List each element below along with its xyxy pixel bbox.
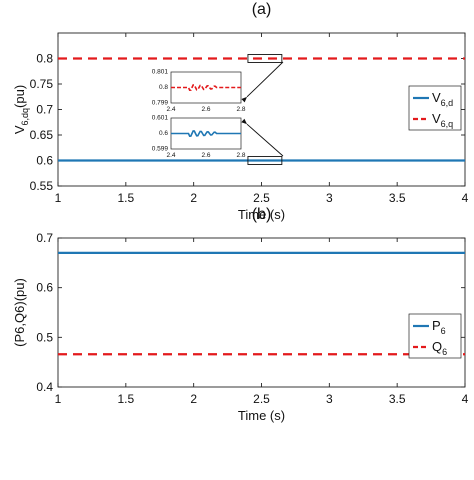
panel-label: (b) [252, 206, 272, 223]
zoom-region-marker [247, 156, 283, 165]
x-tick-label: 3 [326, 392, 333, 406]
y-axis-label: (P6,Q6)(pu) [12, 278, 27, 347]
legend-label: V6,d [432, 90, 453, 108]
inset-y-tick-label: 0.801 [152, 69, 169, 76]
y-tick-label: 0.7 [36, 103, 53, 117]
inset-y-tick-label: 0.6 [159, 130, 168, 137]
x-axis-label: Time (s) [238, 408, 285, 423]
legend-label-main: V [432, 90, 441, 105]
x-tick-label: 2 [190, 392, 197, 406]
y-tick-label: 0.75 [30, 77, 54, 91]
inset-arrow-line [246, 61, 284, 98]
y-tick-label: 0.4 [36, 380, 53, 394]
inset-x-tick-label: 2.4 [166, 106, 175, 113]
inset-y-tick-label: 0.601 [152, 115, 169, 122]
x-tick-label: 3 [326, 191, 333, 205]
legend-label: P6 [432, 318, 446, 336]
y-axis-label-text: (P6,Q6)(pu) [12, 278, 27, 347]
inset-y-tick-label: 0.599 [152, 146, 169, 153]
x-tick-label: 4 [462, 191, 469, 205]
inset-series-line [171, 130, 241, 138]
panel-a: (a) 1 1.5 2 2.5 3 3.5 4 0.55 0.6 0.65 0.7 0.75 0.8 Tim… [12, 1, 469, 222]
y-axis-label: V6,dq(pu) [12, 85, 30, 134]
inset-x-tick-label: 2.8 [236, 152, 245, 159]
y-tick-label: 0.7 [36, 231, 53, 245]
y-tick-label: 0.5 [36, 330, 53, 344]
x-tick-label: 1 [55, 191, 62, 205]
y-tick-label: 0.65 [30, 128, 54, 142]
panel-label: (a) [252, 1, 272, 18]
inset-x-tick-label: 2.6 [201, 106, 210, 113]
plot-area-frame [57, 237, 466, 388]
legend-label-main: P [432, 318, 441, 333]
x-tick-label: 2 [190, 191, 197, 205]
zoom-region-marker [247, 54, 283, 63]
x-tick-label: 4 [462, 392, 469, 406]
legend-label-main: Q [432, 339, 442, 354]
legend: V6,dV6,q [408, 85, 462, 131]
inset-x-tick-label: 2.4 [166, 152, 175, 159]
y-tick-label: 0.55 [30, 179, 54, 193]
plot-area-frame [57, 32, 466, 187]
legend-label: Q6 [432, 339, 447, 357]
x-tick-label: 2.5 [253, 392, 270, 406]
inset-series-line [171, 84, 241, 92]
y-axis-label-main: V [12, 125, 27, 134]
panel-b: (b) 1 1.5 2 2.5 3 3.5 4 0.4 0.5 0.6 0.7 Time (s) (P6,… [12, 206, 469, 423]
inset-arrow-line [246, 123, 284, 157]
legend-label-sub: 6 [441, 326, 446, 336]
x-tick-label: 1.5 [117, 392, 134, 406]
legend-label-sub: 6,q [441, 119, 454, 129]
y-tick-label: 0.6 [36, 154, 53, 168]
legend-label: V6,q [432, 111, 453, 129]
x-tick-label: 2.5 [253, 191, 270, 205]
inset-y-tick-label: 0.799 [152, 100, 169, 107]
x-tick-label: 1.5 [117, 191, 134, 205]
legend-box [408, 313, 462, 359]
x-tick-label: 3.5 [389, 191, 406, 205]
y-axis-label-sub: 6,dq [20, 108, 30, 126]
legend-box [408, 85, 462, 131]
inset-x-tick-label: 2.8 [236, 106, 245, 113]
y-tick-label: 0.6 [36, 281, 53, 295]
y-tick-label: 0.8 [36, 52, 53, 66]
legend-label-sub: 6 [442, 347, 447, 357]
inset-x-tick-label: 2.6 [201, 152, 210, 159]
legend-label-main: V [432, 111, 441, 126]
inset-arrow-head [241, 96, 247, 103]
x-axis-label: Time (s) [238, 207, 285, 222]
inset-arrow-head [241, 118, 247, 125]
y-axis-label-suffix: (pu) [12, 85, 27, 108]
x-tick-label: 3.5 [389, 392, 406, 406]
legend-label-sub: 6,d [441, 98, 454, 108]
inset-y-tick-label: 0.8 [159, 84, 168, 91]
x-tick-label: 1 [55, 392, 62, 406]
